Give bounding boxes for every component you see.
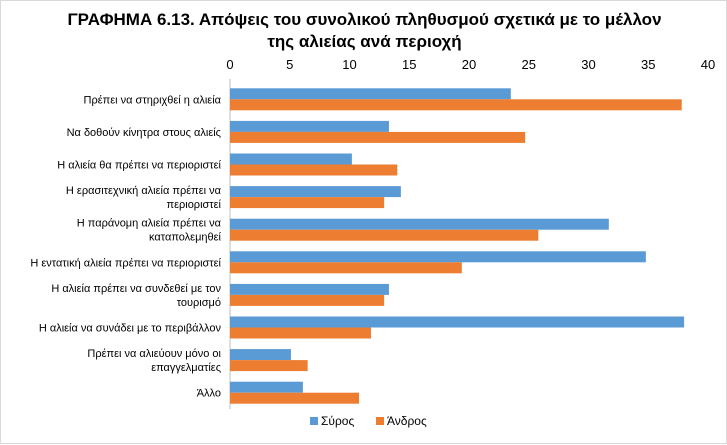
category-label: Η αλιεία να συνάδει με το περιβάλλον: [39, 323, 222, 335]
bar-series-2: [230, 392, 360, 404]
bar-series-1: [230, 316, 685, 328]
bar-series-1: [230, 153, 352, 165]
bar-series-1: [230, 283, 389, 295]
x-tick-label: 30: [581, 57, 595, 72]
bar-series-1: [230, 349, 291, 361]
bar-series-1: [230, 218, 609, 230]
x-tick-label: 40: [701, 57, 715, 72]
chart-title: ΓΡΑΦΗΜΑ 6.13. Απόψεις του συνολικού πληθ…: [1, 9, 727, 53]
bar-series-1: [230, 251, 646, 263]
x-tick-label: 0: [226, 57, 233, 72]
x-tick-label: 15: [402, 57, 416, 72]
legend-swatch: [310, 417, 318, 425]
category-label: Η παράνομη αλιεία πρέπει να: [77, 218, 222, 230]
x-tick-label: 20: [462, 57, 476, 72]
category-label: περιοριστεί: [167, 199, 222, 211]
category-label: επαγγελματίες: [151, 362, 221, 374]
bar-series-2: [230, 197, 385, 209]
category-label: Η αλιεία θα πρέπει να περιοριστεί: [57, 160, 221, 172]
bar-series-1: [230, 381, 303, 393]
legend-label: Άνδρος: [387, 414, 427, 428]
bar-series-1: [230, 120, 389, 132]
category-label: Να δοθούν κίνητρα στους αλιείς: [67, 127, 221, 139]
category-label: Η ερασιτεχνική αλιεία πρέπει να: [66, 185, 222, 197]
x-tick-label: 5: [286, 57, 293, 72]
legend-swatch: [376, 417, 384, 425]
bar-series-2: [230, 360, 308, 372]
category-label: Πρέπει να στηριχθεί η αλιεία: [84, 94, 222, 106]
category-label: Η εντατική αλιεία πρέπει να περιοριστεί: [30, 257, 221, 269]
legend-label: Σύρος: [321, 414, 354, 428]
category-label: Πρέπει να αλιεύουν μόνο οι: [87, 348, 221, 360]
bar-series-2: [230, 131, 526, 143]
bar-series-1: [230, 88, 511, 100]
category-label: τουρισμό: [177, 297, 221, 309]
category-label: καταπολεμηθεί: [149, 232, 221, 244]
category-label: Άλλο: [197, 388, 221, 400]
bar-series-2: [230, 99, 682, 111]
bar-series-2: [230, 294, 385, 306]
chart-title-line-1: ΓΡΑΦΗΜΑ 6.13. Απόψεις του συνολικού πληθ…: [67, 10, 662, 29]
x-tick-label: 10: [342, 57, 356, 72]
category-label: Η αλιεία πρέπει να συνδεθεί με τον: [51, 283, 221, 295]
bar-series-1: [230, 186, 401, 198]
bar-series-2: [230, 327, 372, 339]
chart-title-line-2: της αλιείας ανά περιοχή: [267, 32, 462, 51]
x-tick-label: 25: [522, 57, 536, 72]
bar-series-2: [230, 229, 539, 241]
x-tick-label: 35: [641, 57, 655, 72]
bar-series-2: [230, 262, 462, 274]
bar-series-2: [230, 164, 398, 176]
